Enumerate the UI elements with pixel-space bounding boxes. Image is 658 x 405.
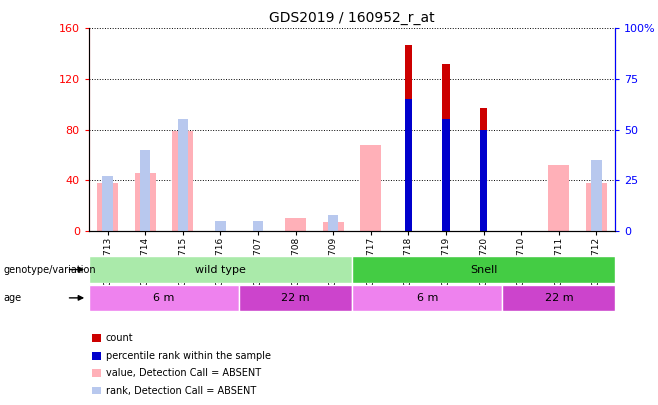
Bar: [135, 173, 155, 231]
Bar: [172, 131, 193, 231]
Bar: [361, 145, 381, 231]
Text: rank, Detection Call = ABSENT: rank, Detection Call = ABSENT: [106, 386, 256, 396]
Text: age: age: [3, 293, 22, 303]
Bar: [592, 160, 601, 231]
Bar: [405, 99, 412, 231]
Bar: [328, 215, 338, 231]
Bar: [549, 165, 569, 231]
Bar: [352, 285, 503, 311]
Bar: [442, 64, 449, 231]
Bar: [103, 176, 113, 231]
Bar: [405, 45, 412, 231]
Bar: [253, 221, 263, 231]
Bar: [480, 108, 487, 231]
Bar: [89, 256, 352, 283]
Text: 6 m: 6 m: [417, 293, 438, 303]
Text: percentile rank within the sample: percentile rank within the sample: [106, 351, 271, 361]
Bar: [503, 285, 615, 311]
Bar: [286, 218, 306, 231]
Bar: [480, 130, 487, 231]
Bar: [97, 183, 118, 231]
Text: value, Detection Call = ABSENT: value, Detection Call = ABSENT: [106, 368, 261, 378]
Text: Snell: Snell: [470, 264, 497, 275]
Bar: [442, 119, 449, 231]
Bar: [240, 285, 352, 311]
Bar: [352, 256, 615, 283]
Text: genotype/variation: genotype/variation: [3, 264, 96, 275]
Text: 6 m: 6 m: [153, 293, 175, 303]
Text: 22 m: 22 m: [282, 293, 310, 303]
Bar: [89, 285, 240, 311]
Bar: [140, 150, 151, 231]
Title: GDS2019 / 160952_r_at: GDS2019 / 160952_r_at: [269, 11, 435, 25]
Text: count: count: [106, 333, 134, 343]
Bar: [215, 221, 226, 231]
Bar: [323, 222, 343, 231]
Bar: [586, 183, 607, 231]
Text: wild type: wild type: [195, 264, 246, 275]
Text: 22 m: 22 m: [545, 293, 573, 303]
Bar: [178, 119, 188, 231]
